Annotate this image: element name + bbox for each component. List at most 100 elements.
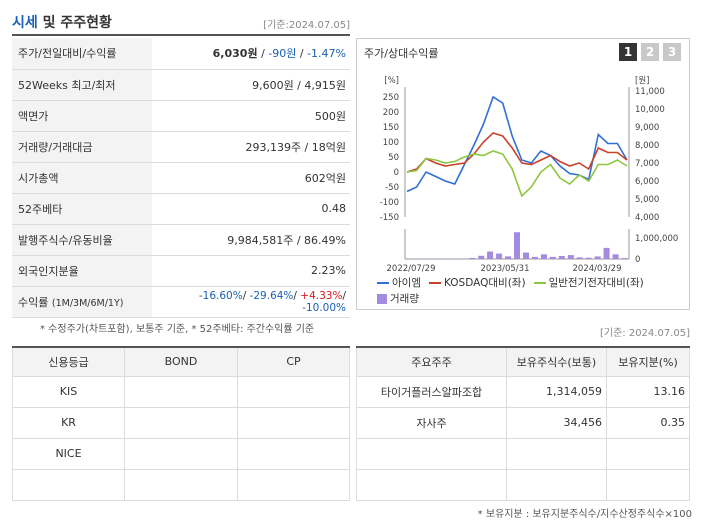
volume-bar xyxy=(433,258,440,259)
table-row: 시가총액 602억원 xyxy=(12,162,350,194)
chart-panel: 주가/상대수익률 1 2 3 [%] [원] 250 200 150 100 50 0 -50 -… xyxy=(356,38,690,310)
section-title: 시세 및 주주현황 xyxy=(12,15,112,31)
holder-stake: 13.16 xyxy=(606,375,690,408)
holder-name: 자사주 xyxy=(356,406,507,439)
column-header: CP xyxy=(237,346,350,377)
row-value: 2.23% xyxy=(152,255,350,287)
table-header: 신용등급 BOND CP xyxy=(12,346,350,377)
column-header: 신용등급 xyxy=(12,346,125,377)
x-tick-label: 2022/07/29 xyxy=(387,264,436,274)
shareholder-table: 주요주주 보유주식수(보통) 보유지분(%) 타이거플러스알파조합 1,314,0… xyxy=(356,346,690,501)
volume-bar xyxy=(514,232,520,259)
table-row: KR xyxy=(12,406,350,439)
table-header: 주요주주 보유주식수(보통) 보유지분(%) xyxy=(356,346,690,377)
legend-item: 아이엠 xyxy=(377,275,421,291)
quote-table: 주가/전일대비/수익률 6,030원 / -90원 / -1.47% 52Wee… xyxy=(12,38,350,318)
volume-bar xyxy=(469,257,476,259)
row-value: 500원 xyxy=(152,100,350,132)
volume-bar xyxy=(540,254,547,259)
table-row xyxy=(356,468,690,501)
y-left-unit: [%] xyxy=(384,76,399,86)
y-left-tick-label: 0 xyxy=(394,168,399,178)
x-tick-label: 2023/05/31 xyxy=(481,264,530,274)
y-left-tick-label: -150 xyxy=(380,213,399,223)
volume-bar xyxy=(549,256,556,259)
x-tick-label: 2024/03/29 xyxy=(573,264,622,274)
base-date: [기준: 2024.07.05] xyxy=(599,328,690,339)
y-left-tick-label: 200 xyxy=(383,108,399,118)
legend-item: 거래량 xyxy=(377,291,419,307)
y-left-tick-label: 50 xyxy=(388,153,399,163)
table-row: 거래량/거래대금 293,139주 / 18억원 xyxy=(12,131,350,163)
chart-page-3-button[interactable]: 3 xyxy=(663,43,681,61)
table-row: NICE xyxy=(12,437,350,470)
y-right-tick-label: 9,000 xyxy=(635,123,659,133)
chart-pager: 1 2 3 xyxy=(619,43,681,61)
volume-bar xyxy=(478,255,485,259)
table-row: 발행주식수/유동비율 9,984,581주 / 86.49% xyxy=(12,224,350,256)
volume-tick-label: 1,000,000 xyxy=(635,234,678,244)
row-value: 0.48 xyxy=(152,193,350,225)
price-chart: [%] [원] 250 200 150 100 50 0 -50 -100 -150 11,000 10… xyxy=(380,76,679,274)
footnote: * 보유지분 : 보유지분주식수/지수산정주식수×100 xyxy=(477,509,692,520)
y-left-tick-label: 100 xyxy=(383,138,399,148)
row-label: 주가/전일대비/수익률 xyxy=(12,38,152,70)
table-row: 자사주 34,456 0.35 xyxy=(356,406,690,439)
holder-shares: 1,314,059 xyxy=(506,375,607,408)
y-right-tick-label: 8,000 xyxy=(635,141,659,151)
legend-item: KOSDAQ대비(좌) xyxy=(428,275,526,291)
column-header: 보유지분(%) xyxy=(606,346,690,377)
section-header: 시세 및 주주현황 [기준:2024.07.05] xyxy=(12,8,350,36)
table-row xyxy=(356,437,690,470)
volume-bar xyxy=(603,247,610,259)
chart-page-1-button[interactable]: 1 xyxy=(619,43,637,61)
holder-shares: 34,456 xyxy=(506,406,607,439)
volume-bar xyxy=(612,254,619,259)
volume-bar xyxy=(531,256,538,259)
row-label: 거래량/거래대금 xyxy=(12,131,152,163)
base-date: [기준:2024.07.05] xyxy=(263,20,350,31)
row-label: 외국인지분율 xyxy=(12,255,152,287)
agency-cell: NICE xyxy=(12,437,125,470)
agency-cell: KIS xyxy=(12,375,125,408)
volume-bar xyxy=(487,251,494,259)
chart-page-2-button[interactable]: 2 xyxy=(641,43,659,61)
holder-name: 타이거플러스알파조합 xyxy=(356,375,507,408)
holder-stake: 0.35 xyxy=(606,406,690,439)
series-line-2 xyxy=(406,132,628,173)
y-right-tick-label: 5,000 xyxy=(635,195,659,205)
volume-bar xyxy=(523,252,529,259)
table-row: 수익률 (1M/3M/6M/1Y) -16.60%/ -29.64%/ +4.3… xyxy=(12,286,350,318)
agency-cell: KR xyxy=(12,406,125,439)
row-label: 52Weeks 최고/최저 xyxy=(12,69,152,101)
y-right-unit: [원] xyxy=(635,76,649,86)
row-label: 액면가 xyxy=(12,100,152,132)
table-row: 주가/전일대비/수익률 6,030원 / -90원 / -1.47% xyxy=(12,38,350,70)
y-right-tick-label: 10,000 xyxy=(635,105,665,115)
volume-bar xyxy=(621,258,628,259)
chart-legend: 아이엠 KOSDAQ대비(좌) 일반전기전자대비(좌) 거래량 xyxy=(377,275,687,307)
row-value: 9,600원 / 4,915원 xyxy=(152,69,350,101)
row-label: 수익률 (1M/3M/6M/1Y) xyxy=(12,286,152,318)
volume-bar xyxy=(585,257,592,259)
credit-rating-table: 신용등급 BOND CP KIS KR NICE xyxy=(12,346,350,501)
column-header: 주요주주 xyxy=(356,346,507,377)
chart-title: 주가/상대수익률 xyxy=(364,47,439,60)
row-value: 293,139주 / 18억원 xyxy=(152,131,350,163)
series-line-1 xyxy=(406,95,628,193)
volume-bar xyxy=(594,256,601,259)
y-right-tick-label: 6,000 xyxy=(635,177,659,187)
table-row: 액면가 500원 xyxy=(12,100,350,132)
volume-bar xyxy=(558,256,565,259)
table-row: 외국인지분율 2.23% xyxy=(12,255,350,287)
legend-item: 일반전기전자대비(좌) xyxy=(533,275,644,291)
volume-bar xyxy=(505,256,512,259)
column-header: 보유주식수(보통) xyxy=(506,346,607,377)
column-header: BOND xyxy=(124,346,238,377)
row-value: 9,984,581주 / 86.49% xyxy=(152,224,350,256)
volume-tick-label: 0 xyxy=(635,255,640,265)
y-left-tick-label: 150 xyxy=(383,123,399,133)
table-row: 52Weeks 최고/최저 9,600원 / 4,915원 xyxy=(12,69,350,101)
volume-bar xyxy=(496,253,503,259)
returns-value: -16.60%/ -29.64%/ +4.33%/ -10.00% xyxy=(152,286,350,318)
